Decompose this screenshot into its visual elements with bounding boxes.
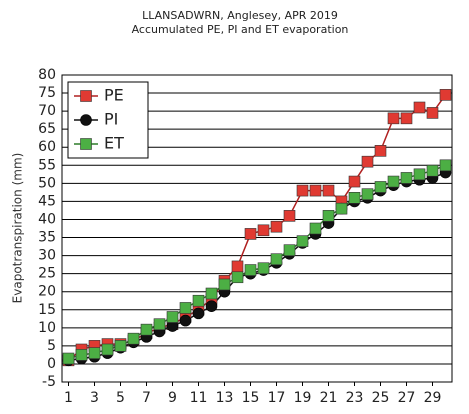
marker [426, 107, 439, 119]
marker [439, 89, 452, 101]
marker [179, 314, 192, 327]
y-tick-label: 70 [38, 103, 56, 119]
y-tick-label: 25 [38, 266, 56, 282]
marker [283, 210, 296, 222]
marker [205, 287, 218, 300]
y-tick-label: 5 [47, 338, 56, 354]
y-tick-label: 65 [38, 121, 56, 137]
marker [387, 112, 400, 125]
legend: PE PI ET [67, 81, 149, 159]
legend-label: ET [104, 134, 124, 153]
marker [205, 300, 218, 312]
marker [413, 101, 426, 114]
x-tick-label: 15 [242, 390, 260, 406]
y-axis-label: Evapotranspiration (mm) [11, 153, 25, 304]
x-tick-label: 11 [190, 390, 208, 406]
marker [114, 340, 127, 352]
y-tick-label: 50 [38, 175, 56, 191]
x-tick-label: 29 [424, 390, 442, 406]
marker [361, 188, 374, 200]
marker [413, 168, 426, 181]
marker [400, 112, 413, 125]
x-tick-label: 1 [64, 390, 73, 406]
y-tick-label: -5 [42, 374, 56, 390]
marker [400, 172, 413, 184]
x-tick-label: 17 [268, 390, 286, 406]
marker [322, 184, 335, 197]
marker [439, 159, 452, 172]
y-tick-label: 30 [38, 248, 56, 264]
legend-label: PE [104, 86, 124, 105]
y-tick-label: 45 [38, 193, 56, 209]
x-tick-label: 25 [372, 390, 390, 406]
marker [88, 347, 101, 359]
y-tick-label: 40 [38, 211, 56, 227]
marker [348, 175, 361, 188]
legend-marker [80, 90, 92, 102]
marker [101, 343, 114, 356]
x-tick-label: 23 [346, 390, 364, 406]
marker [426, 164, 439, 177]
marker [231, 260, 244, 273]
x-tick-label: 21 [320, 390, 338, 406]
marker [309, 222, 322, 235]
marker [127, 332, 140, 345]
marker [179, 302, 192, 314]
y-tick-label: 55 [38, 157, 56, 173]
y-tick-label: 20 [38, 284, 56, 300]
marker [140, 323, 153, 336]
series-line [68, 164, 446, 360]
marker [192, 307, 205, 320]
marker [348, 192, 361, 204]
x-tick-label: 9 [168, 390, 177, 406]
y-tick-label: 15 [38, 302, 56, 318]
marker [62, 352, 75, 365]
marker [218, 278, 231, 291]
marker [231, 271, 244, 284]
marker [374, 145, 387, 157]
marker [257, 224, 270, 237]
marker [166, 311, 179, 323]
marker [335, 202, 348, 215]
marker [257, 262, 270, 275]
x-tick-label: 3 [90, 390, 99, 406]
chart-title: LLANSADWRN, Anglesey, APR 2019 [142, 9, 338, 22]
legend-marker [80, 114, 92, 126]
marker [192, 294, 205, 307]
legend-label: PI [104, 110, 118, 129]
y-tick-label: 75 [38, 85, 56, 101]
x-tick-label: 19 [294, 390, 312, 406]
marker [296, 235, 309, 247]
plot-frame [61, 74, 453, 383]
marker [387, 175, 400, 188]
marker [244, 264, 257, 276]
x-tick-label: 7 [142, 390, 151, 406]
marker [270, 220, 283, 233]
x-tick-label: 5 [116, 390, 125, 406]
marker [270, 253, 283, 265]
chart-subtitle: Accumulated PE, PI and ET evaporation [132, 23, 349, 36]
y-tick-label: 0 [47, 356, 56, 372]
marker [296, 184, 309, 197]
y-tick-label: 80 [38, 67, 56, 83]
marker [244, 228, 257, 240]
marker [361, 155, 374, 168]
marker [283, 244, 296, 256]
marker [322, 210, 335, 222]
series-line [68, 171, 446, 362]
y-tick-label: 35 [38, 230, 56, 246]
marker [309, 184, 322, 197]
x-tick-label: 13 [216, 390, 234, 406]
legend-marker [80, 138, 92, 150]
marker [153, 318, 166, 331]
y-tick-label: 10 [38, 320, 56, 336]
x-tick-label: 27 [398, 390, 416, 406]
marker [75, 349, 88, 361]
y-tick-label: 60 [38, 139, 56, 155]
marker [374, 181, 387, 193]
